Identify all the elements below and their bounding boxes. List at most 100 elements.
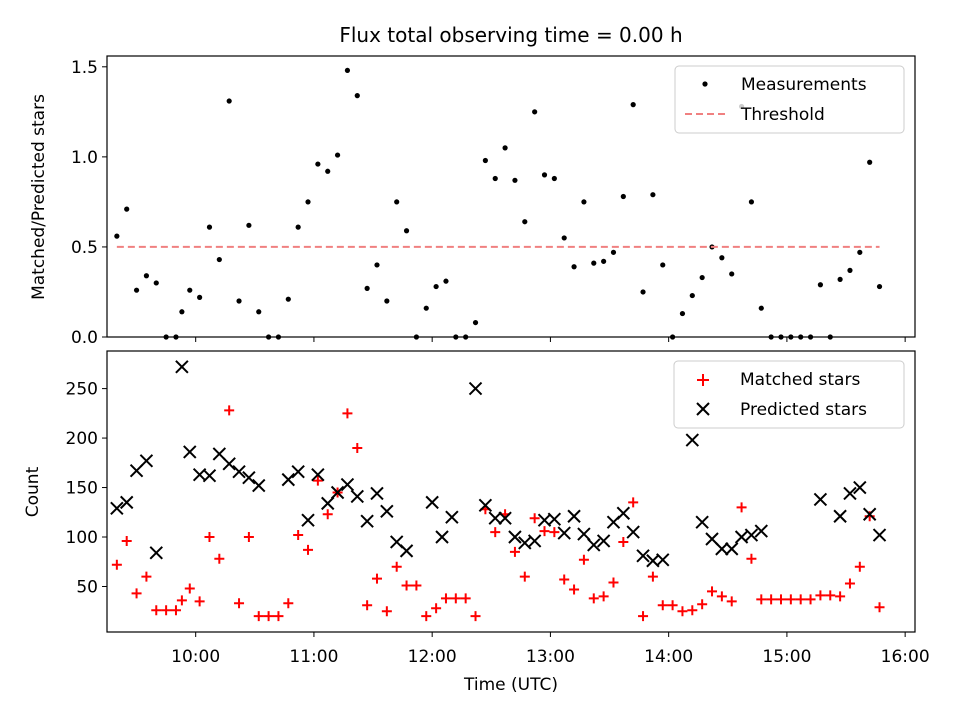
measurements-point-50 (601, 258, 607, 264)
matched-stars-point-45 (549, 527, 560, 538)
predicted-stars-point-31 (478, 498, 493, 513)
matched-stars-point-13 (234, 598, 245, 609)
x-tick-label-5: 15:00 (762, 647, 811, 667)
measurements-point-51 (610, 249, 617, 255)
top-y-tick-label-2: 1.0 (71, 148, 98, 168)
matched-stars-point-9 (194, 596, 205, 607)
predicted-stars-point-57 (754, 524, 768, 538)
measurements-point-18 (285, 296, 291, 302)
predicted-stars-point-38 (547, 512, 562, 526)
predicted-stars-point-21 (350, 489, 364, 504)
measurements-point-65 (748, 199, 755, 205)
measurements-point-23 (334, 152, 341, 158)
bottom-legend: Matched stars Predicted stars (673, 360, 905, 429)
measurements-point-27 (374, 262, 380, 268)
matched-stars-point-56 (657, 600, 668, 611)
chart-title: Flux total observing time = 0.00 h (339, 23, 682, 47)
predicted-stars-point-33 (498, 511, 512, 525)
measurements-point-41 (512, 177, 518, 183)
predicted-stars-point-5 (175, 360, 189, 374)
measurements-point-40 (502, 145, 508, 151)
matched-stars-point-41 (509, 546, 520, 557)
bottom-panel-marks (110, 360, 887, 622)
predicted-stars-point-3 (139, 454, 154, 468)
matched-stars-point-6 (170, 605, 181, 616)
measurements-point-48 (581, 199, 587, 205)
x-axis-label: Time (UTC) (463, 675, 558, 695)
matched-stars-point-11 (214, 553, 225, 564)
matched-stars-point-21 (312, 475, 323, 486)
matched-stars-point-73 (825, 590, 836, 601)
matched-stars-point-55 (647, 571, 658, 582)
matched-stars-point-17 (273, 611, 284, 622)
measurements-point-30 (403, 228, 410, 234)
matched-stars-point-42 (519, 571, 530, 582)
matched-stars-point-31 (411, 580, 422, 591)
predicted-stars-point-53 (715, 542, 729, 556)
matched-stars-point-19 (293, 530, 304, 541)
measurements-point-55 (650, 192, 656, 198)
measurements-point-63 (729, 271, 735, 277)
matched-stars-point-44 (539, 526, 550, 537)
predicted-stars-point-22 (360, 514, 374, 528)
measurements-point-34 (443, 278, 449, 284)
matched-stars-point-0 (111, 559, 122, 570)
x-tick-label-1: 11:00 (289, 647, 338, 667)
predicted-stars-point-4 (149, 546, 163, 560)
matched-stars-point-39 (490, 527, 501, 538)
predicted-stars-point-51 (695, 515, 709, 529)
matched-stars-point-37 (470, 611, 481, 622)
predicted-stars-point-47 (636, 549, 650, 563)
measurements-point-21 (315, 161, 321, 167)
measurements-point-0 (114, 233, 120, 239)
matched-stars-point-12 (224, 405, 235, 416)
predicted-stars-point-63 (872, 528, 887, 542)
predicted-stars-point-60 (843, 486, 857, 501)
predicted-stars-point-34 (508, 530, 522, 544)
matched-stars-point-74 (835, 591, 846, 602)
predicted-stars-point-62 (862, 507, 877, 521)
bottom-y-tick-label-3: 200 (66, 429, 98, 449)
matched-stars-point-33 (431, 603, 442, 614)
legend-matched-label: Matched stars (740, 370, 860, 390)
top-panel-marks (114, 67, 883, 340)
measurements-point-54 (640, 289, 646, 295)
predicted-stars-point-13 (252, 478, 266, 493)
predicted-stars-point-54 (725, 542, 739, 556)
matched-stars-point-67 (766, 594, 777, 605)
matched-stars-point-68 (775, 594, 786, 605)
matched-stars-point-4 (151, 605, 162, 616)
measurements-point-66 (758, 305, 764, 311)
predicted-stars-point-12 (242, 470, 256, 485)
predicted-stars-point-1 (119, 495, 134, 510)
predicted-stars-point-61 (853, 480, 867, 495)
predicted-stars-point-56 (744, 528, 759, 542)
measurements-point-19 (295, 224, 301, 230)
measurements-point-38 (482, 157, 488, 164)
bottom-y-tick-label-4: 250 (66, 380, 98, 400)
predicted-stars-point-59 (833, 509, 847, 523)
matched-stars-point-27 (371, 573, 382, 584)
measurements-point-15 (256, 309, 262, 315)
legend-measurements-marker (702, 81, 708, 87)
bottom-y-tick-label-0: 50 (76, 577, 98, 597)
measurements-point-20 (305, 199, 311, 205)
legend-predicted-marker (696, 402, 710, 416)
predicted-stars-point-29 (445, 510, 459, 524)
predicted-stars-point-6 (183, 445, 197, 459)
measurements-point-60 (699, 274, 705, 281)
matched-stars-point-78 (874, 602, 885, 613)
bottom-legend-box (673, 360, 905, 429)
predicted-stars-point-46 (626, 525, 640, 539)
x-tick-label-3: 13:00 (526, 647, 575, 667)
measurements-point-58 (679, 310, 686, 317)
measurements-point-33 (433, 283, 439, 290)
measurements-point-25 (354, 93, 360, 99)
matched-stars-point-10 (204, 532, 215, 543)
predicted-stars-point-58 (813, 492, 828, 507)
predicted-stars-point-8 (202, 468, 217, 483)
predicted-stars-point-11 (232, 465, 246, 479)
predicted-stars-point-28 (435, 530, 449, 544)
matched-stars-point-29 (391, 561, 402, 572)
measurements-point-13 (236, 298, 242, 304)
